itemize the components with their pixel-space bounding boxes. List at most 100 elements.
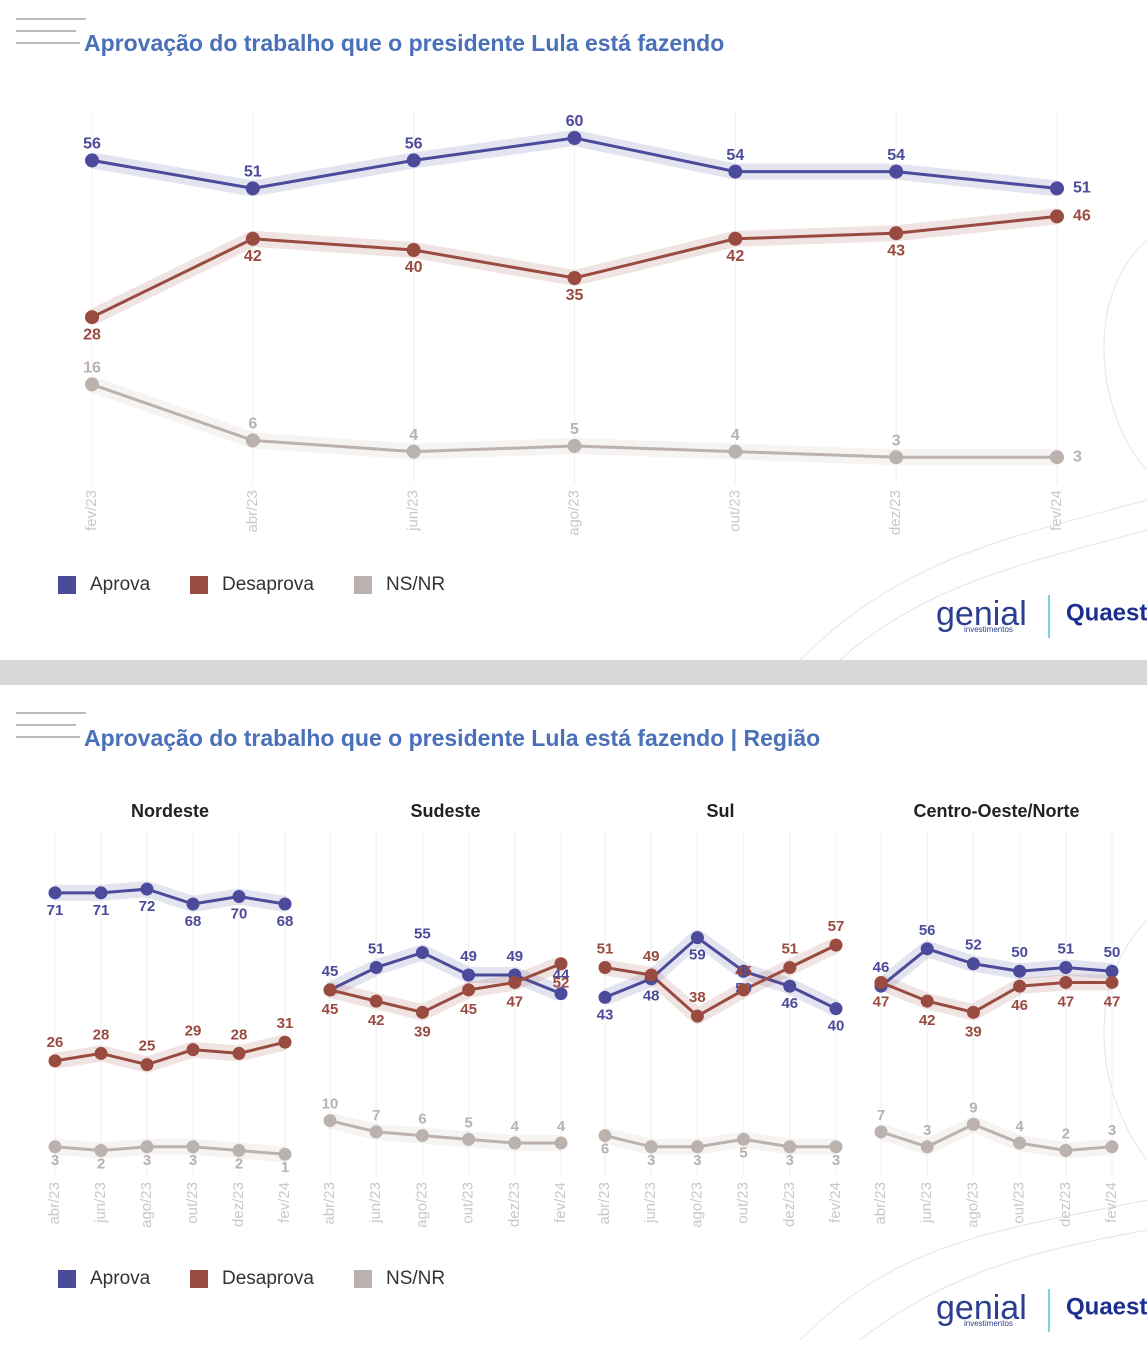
point	[406, 444, 421, 459]
point	[85, 377, 99, 392]
data-label: 68	[277, 913, 294, 930]
point	[783, 1140, 797, 1154]
data-label: 46	[1073, 208, 1091, 225]
panel-title: Sudeste	[410, 801, 480, 821]
x-tick-label: out/23	[726, 490, 743, 532]
point	[567, 271, 582, 285]
data-label: 47	[506, 993, 523, 1010]
point	[598, 961, 612, 975]
legend-label: Desaprova	[222, 1268, 314, 1289]
data-label: 47	[1104, 993, 1121, 1010]
data-label: 51	[368, 940, 385, 957]
series-line	[329, 962, 562, 1014]
x-tick-label: abr/23	[321, 1182, 338, 1225]
data-label: 39	[965, 1023, 982, 1040]
point	[1059, 961, 1073, 975]
point	[245, 181, 260, 196]
data-label: 50	[1011, 944, 1028, 961]
point	[1105, 1140, 1119, 1154]
x-tick-label: out/23	[460, 1182, 477, 1224]
x-tick-label: dez/23	[887, 490, 904, 535]
point	[966, 957, 980, 971]
series-line	[604, 935, 837, 1010]
x-tick-label: fev/23	[83, 490, 100, 531]
logo-sub: investimentos	[964, 1319, 1013, 1328]
point	[85, 153, 99, 168]
point	[966, 1005, 980, 1019]
x-tick-label: out/23	[1011, 1182, 1028, 1224]
data-label: 5	[739, 1144, 747, 1161]
data-label: 3	[832, 1152, 840, 1169]
point	[415, 1129, 429, 1143]
data-label: 56	[919, 922, 936, 939]
confidence-band	[878, 1116, 1113, 1159]
point	[278, 897, 292, 911]
point	[690, 1009, 704, 1023]
data-label: 60	[566, 113, 584, 130]
panel-title: Centro-Oeste/Norte	[913, 801, 1079, 821]
point	[598, 990, 612, 1004]
point	[737, 983, 751, 997]
x-tick-label: ago/23	[565, 490, 582, 536]
point	[1050, 181, 1064, 196]
x-tick-label: dez/23	[506, 1182, 523, 1227]
logo-genial: genial	[936, 1289, 1027, 1327]
data-label: 4	[1015, 1118, 1024, 1135]
data-label: 3	[1108, 1122, 1116, 1139]
data-label: 56	[405, 136, 423, 153]
data-label: 2	[1062, 1125, 1070, 1142]
confidence-band	[328, 1112, 561, 1152]
point	[245, 231, 260, 246]
legend-swatch	[354, 1270, 372, 1288]
data-label: 42	[726, 248, 744, 265]
data-label: 5	[464, 1114, 472, 1131]
x-tick-label: abr/23	[244, 490, 261, 533]
point	[462, 983, 476, 997]
point	[598, 1129, 612, 1143]
x-tick-label: fev/24	[827, 1182, 844, 1223]
data-label: 28	[231, 1026, 248, 1043]
data-label: 70	[231, 906, 248, 923]
point	[644, 1140, 658, 1154]
data-label: 6	[418, 1111, 426, 1128]
legend-label: NS/NR	[386, 574, 445, 595]
legend-swatch	[190, 1270, 208, 1288]
series-line	[880, 980, 1112, 1014]
data-label: 72	[139, 898, 156, 915]
decor-waves	[799, 239, 1147, 1341]
data-label: 46	[1011, 997, 1028, 1014]
data-label: 4	[511, 1118, 520, 1135]
point	[232, 1144, 246, 1158]
point	[1013, 1136, 1027, 1150]
point	[406, 153, 421, 168]
data-label: 3	[189, 1152, 197, 1169]
point	[567, 439, 582, 453]
data-label: 31	[277, 1015, 294, 1032]
point	[140, 1058, 154, 1072]
data-label: 4	[557, 1118, 566, 1135]
data-label: 50	[1104, 944, 1121, 961]
panel-title: Sul	[706, 801, 734, 821]
point	[462, 1132, 476, 1146]
x-tick-label: abr/23	[596, 1182, 613, 1225]
data-label: 3	[923, 1122, 931, 1139]
logo-quaest: Quaest	[1066, 1293, 1147, 1320]
data-label: 2	[235, 1155, 243, 1172]
x-tick-label: jun/23	[92, 1182, 109, 1224]
data-label: 45	[322, 1001, 339, 1018]
point	[508, 975, 522, 989]
data-label: 57	[828, 918, 845, 935]
point	[1013, 979, 1027, 993]
point	[48, 1140, 62, 1154]
legend-label: Aprova	[90, 1268, 151, 1289]
point	[1013, 964, 1027, 978]
point	[278, 1147, 292, 1161]
data-label: 3	[1073, 448, 1082, 465]
point	[1059, 1144, 1073, 1158]
data-label: 48	[643, 988, 660, 1005]
data-label: 47	[1057, 993, 1074, 1010]
data-label: 40	[828, 1018, 845, 1035]
point	[889, 164, 904, 179]
point	[508, 1136, 522, 1150]
